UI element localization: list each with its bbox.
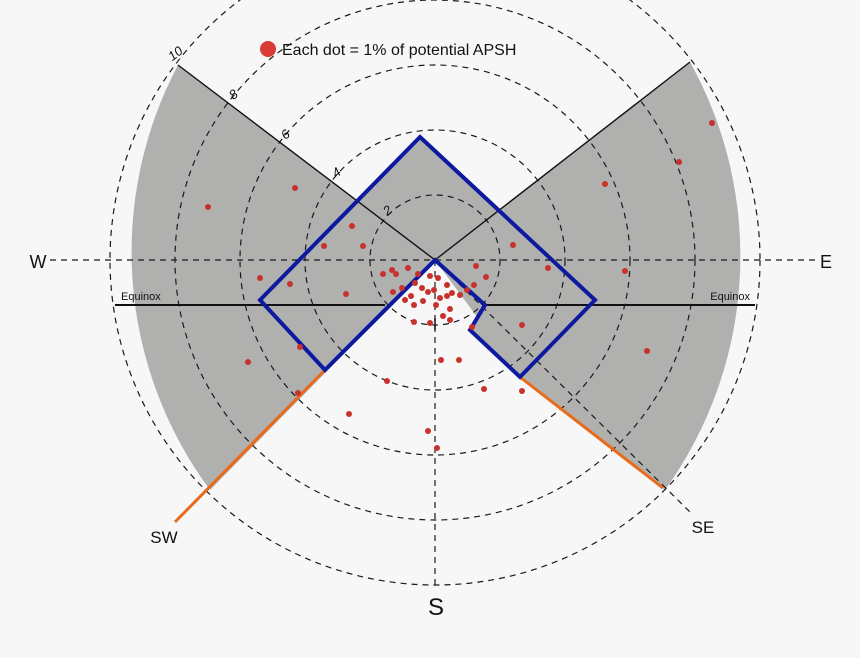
equinox-label-left: Equinox (121, 291, 161, 303)
apsh-dot (457, 292, 463, 298)
apsh-dot (360, 243, 366, 249)
apsh-dot (425, 428, 431, 434)
apsh-dot (321, 243, 327, 249)
apsh-dot (412, 280, 418, 286)
apsh-dot (510, 242, 516, 248)
ring-label-6: 6 (278, 126, 293, 143)
compass-south: S (428, 594, 444, 621)
sw-boundary-line (173, 368, 327, 524)
apsh-dot (287, 281, 293, 287)
compass-southwest: SW (150, 528, 177, 547)
apsh-dot (622, 268, 628, 274)
apsh-dot (709, 120, 715, 126)
apsh-dot (295, 390, 301, 396)
apsh-dot (408, 293, 414, 299)
legend-text: Each dot = 1% of potential APSH (282, 42, 516, 59)
apsh-dot (545, 265, 551, 271)
apsh-dot (245, 359, 251, 365)
equinox-label-right: Equinox (710, 291, 750, 303)
apsh-dot (205, 204, 211, 210)
apsh-dot (473, 263, 479, 269)
apsh-dot (483, 274, 489, 280)
apsh-dot (297, 344, 303, 350)
apsh-dot (425, 289, 431, 295)
apsh-dot (433, 302, 439, 308)
apsh-dot (393, 271, 399, 277)
apsh-dot (447, 317, 453, 323)
compass-east: E (820, 252, 832, 272)
apsh-dot (380, 271, 386, 277)
apsh-dot (434, 445, 440, 451)
apsh-dot (676, 159, 682, 165)
apsh-dot (644, 348, 650, 354)
apsh-dot (349, 223, 355, 229)
apsh-dot (449, 290, 455, 296)
ring-3 (239, 64, 631, 456)
apsh-dot (405, 265, 411, 271)
apsh-dot (438, 357, 444, 363)
apsh-dot (431, 287, 437, 293)
ring-label-4: 4 (329, 164, 344, 180)
apsh-dot (411, 302, 417, 308)
obstruction-sector-right (435, 62, 741, 490)
apsh-dot (602, 181, 608, 187)
apsh-dot (471, 282, 477, 288)
apsh-dot (411, 319, 417, 325)
se-axis (434, 259, 691, 513)
apsh-dot (481, 386, 487, 392)
apsh-dot (419, 285, 425, 291)
ne-edge-line (434, 61, 691, 261)
nw-edge-line (177, 64, 436, 261)
apsh-dot (415, 271, 421, 277)
apsh-dot (292, 185, 298, 191)
apsh-dot (389, 267, 395, 273)
apsh-dot (519, 322, 525, 328)
apsh-dot (444, 282, 450, 288)
apsh-dots (205, 120, 715, 451)
ring-label-10: 10 (165, 43, 186, 64)
apsh-dot (399, 285, 405, 291)
window-region-fill (260, 137, 595, 377)
apsh-dot (440, 313, 446, 319)
compass-axes (50, 259, 815, 590)
apsh-dot (435, 275, 441, 281)
apsh-dot (427, 320, 433, 326)
se-boundary-line (519, 375, 664, 490)
apsh-dot (437, 295, 443, 301)
apsh-dot (519, 388, 525, 394)
apsh-dot (444, 293, 450, 299)
compass-southeast: SE (692, 518, 715, 537)
apsh-dot (464, 287, 470, 293)
apsh-dot (390, 289, 396, 295)
apsh-dot (402, 297, 408, 303)
apsh-dot (456, 357, 462, 363)
apsh-dot (420, 298, 426, 304)
apsh-dot (343, 291, 349, 297)
sector-boundaries (173, 368, 664, 524)
legend-dot (260, 41, 276, 57)
apsh-dot (346, 411, 352, 417)
compass-west: W (30, 252, 47, 272)
apsh-dot (469, 324, 475, 330)
apsh-dot (427, 273, 433, 279)
apsh-dot (257, 275, 263, 281)
apsh-dot (447, 306, 453, 312)
window-outline (257, 134, 598, 380)
apsh-dot (384, 378, 390, 384)
